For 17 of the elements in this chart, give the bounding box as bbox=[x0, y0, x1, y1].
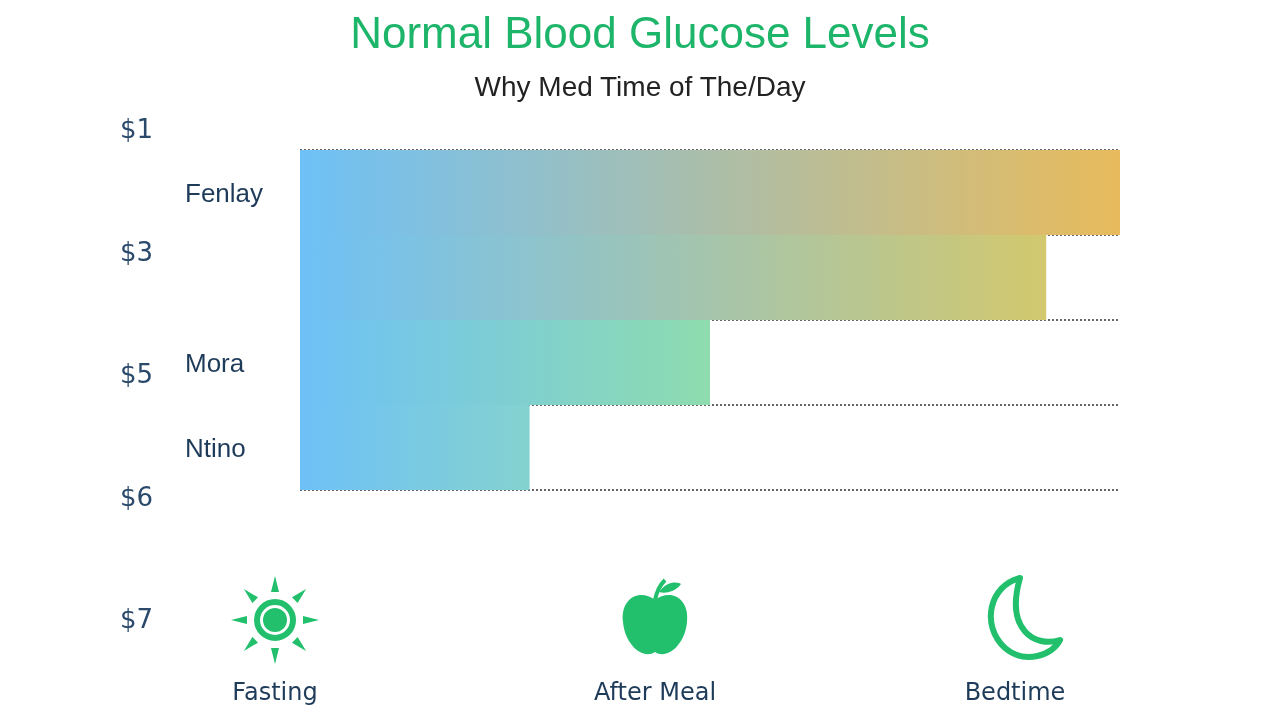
bar bbox=[300, 405, 530, 490]
text: Fasting bbox=[232, 678, 318, 706]
y-tick-label: Fenlay bbox=[185, 177, 264, 208]
text: $5 bbox=[120, 359, 154, 389]
bar bbox=[300, 235, 1047, 320]
text: After Meal bbox=[593, 678, 717, 706]
text: $6 bbox=[120, 481, 154, 512]
text: $1 bbox=[120, 114, 154, 144]
chart-subtitle: Why Med Time of The/Day bbox=[474, 70, 806, 102]
y-tick-label: Ntino bbox=[185, 432, 246, 463]
bar bbox=[300, 320, 710, 405]
text: Bedtime bbox=[964, 678, 1066, 706]
chart-title: Normal Blood Glucose Levels bbox=[350, 7, 930, 57]
y-tick-label: Mora bbox=[185, 347, 245, 378]
text: $3 bbox=[120, 236, 154, 267]
bar bbox=[300, 150, 1120, 235]
text: $7 bbox=[120, 604, 154, 634]
